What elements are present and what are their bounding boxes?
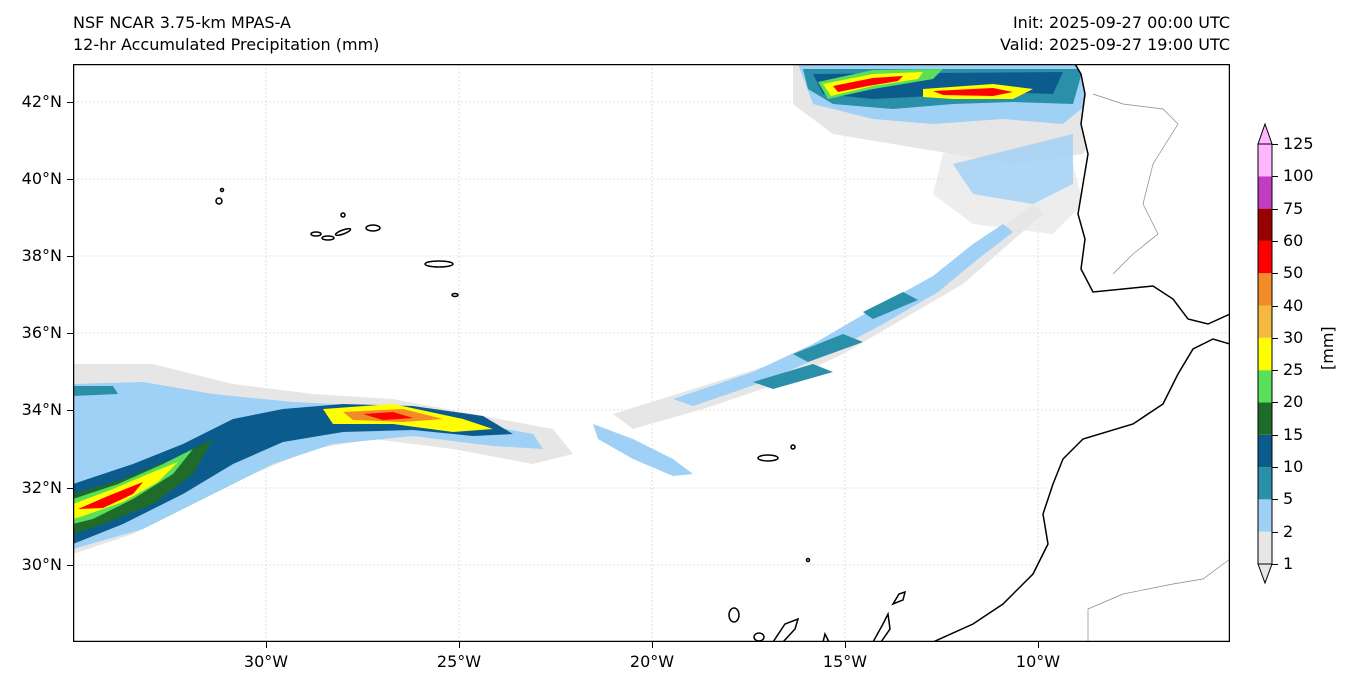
lat-tick	[67, 488, 73, 489]
colorbar-segment	[1258, 176, 1272, 209]
colorbar-tick	[1272, 305, 1278, 307]
colorbar-label: 2	[1283, 521, 1294, 541]
colorbar-label: 40	[1283, 295, 1304, 315]
precip-north-system	[793, 64, 1113, 234]
colorbar-segment	[1258, 305, 1272, 338]
title-left: NSF NCAR 3.75-km MPAS-A 12-hr Accumulate…	[73, 12, 379, 56]
model-title: NSF NCAR 3.75-km MPAS-A	[73, 13, 291, 32]
lon-label-30w: 30°W	[243, 652, 289, 671]
colorbar-segment	[1258, 144, 1272, 177]
colorbar-label: 50	[1283, 263, 1304, 283]
lon-label-20w: 20°W	[629, 652, 675, 671]
lat-tick	[67, 333, 73, 334]
colorbar-label: 75	[1283, 198, 1304, 218]
lat-label-36n: 36°N	[21, 323, 62, 342]
lat-label-30n: 30°N	[21, 555, 62, 574]
colorbar-label: 10	[1283, 457, 1304, 477]
init-time: Init: 2025-09-27 00:00 UTC	[1012, 13, 1230, 32]
colorbar-tick	[1272, 531, 1278, 533]
colorbar-tick	[1272, 208, 1278, 210]
colorbar-label: 30	[1283, 327, 1304, 347]
colorbar-tick	[1272, 499, 1278, 501]
colorbar-label: 100	[1283, 166, 1314, 186]
precipitation-map	[73, 64, 1230, 642]
lon-tick	[1038, 642, 1039, 648]
lat-tick	[67, 256, 73, 257]
lat-tick	[67, 565, 73, 566]
lat-tick	[67, 179, 73, 180]
colorbar-tick	[1272, 402, 1278, 404]
colorbar-units: [mm]	[1318, 326, 1337, 370]
colorbar-tick	[1272, 144, 1278, 145]
colorbar-tick	[1272, 273, 1278, 275]
colorbar-label: 25	[1283, 360, 1304, 380]
islands	[215, 187, 907, 642]
colorbar-segment	[1258, 467, 1272, 500]
colorbar-segments	[1258, 144, 1272, 564]
colorbar-segment	[1258, 434, 1272, 468]
lat-label-42n: 42°N	[21, 92, 62, 111]
map-svg	[73, 64, 1230, 642]
colorbar-segment	[1258, 499, 1272, 532]
iberia-land	[1074, 64, 1230, 325]
lon-tick	[652, 642, 653, 648]
colorbar-label: 15	[1283, 424, 1304, 444]
lon-tick	[845, 642, 846, 648]
colorbar-tick	[1272, 370, 1278, 372]
colorbar-label: 1	[1283, 554, 1294, 573]
lat-label-34n: 34°N	[21, 400, 62, 419]
lon-label-10w: 10°W	[1015, 652, 1061, 671]
colorbar-frame	[1257, 143, 1273, 565]
colorbar-segment	[1258, 208, 1272, 241]
colorbar-tick	[1272, 434, 1278, 436]
colorbar-segment	[1258, 531, 1272, 564]
lon-tick	[459, 642, 460, 648]
colorbar-segment	[1258, 370, 1272, 403]
colorbar-segment	[1258, 337, 1272, 371]
lon-label-25w: 25°W	[436, 652, 482, 671]
map-border	[73, 64, 1230, 642]
lat-label-40n: 40°N	[21, 169, 62, 188]
colorbar-segment	[1258, 240, 1272, 274]
colorbar-label: 125	[1283, 134, 1314, 153]
colorbar-label: 60	[1283, 230, 1304, 250]
colorbar	[1255, 120, 1275, 585]
africa-land	[932, 338, 1230, 642]
colorbar-tick	[1272, 176, 1278, 178]
field-title: 12-hr Accumulated Precipitation (mm)	[73, 35, 380, 54]
colorbar-top-triangle	[1257, 122, 1273, 145]
colorbar-bottom-triangle	[1257, 563, 1273, 585]
colorbar-label: 5	[1283, 489, 1294, 509]
lon-tick	[266, 642, 267, 648]
colorbar-segment	[1258, 273, 1272, 306]
lon-label-15w: 15°W	[822, 652, 868, 671]
lat-label-32n: 32°N	[21, 478, 62, 497]
title-right: Init: 2025-09-27 00:00 UTC Valid: 2025-0…	[1000, 12, 1230, 56]
colorbar-tick	[1272, 337, 1278, 339]
colorbar-segment	[1258, 402, 1272, 435]
lat-tick	[67, 410, 73, 411]
precip-frontal-band	[593, 204, 1043, 476]
precip-west-system	[73, 364, 573, 554]
valid-time: Valid: 2025-09-27 19:00 UTC	[999, 35, 1230, 54]
lat-tick	[67, 102, 73, 103]
colorbar-label: 20	[1283, 392, 1304, 412]
colorbar-svg	[1257, 122, 1273, 585]
colorbar-tick	[1272, 564, 1278, 565]
lat-label-38n: 38°N	[21, 246, 62, 265]
colorbar-tick	[1272, 467, 1278, 469]
colorbar-tick	[1272, 240, 1278, 242]
